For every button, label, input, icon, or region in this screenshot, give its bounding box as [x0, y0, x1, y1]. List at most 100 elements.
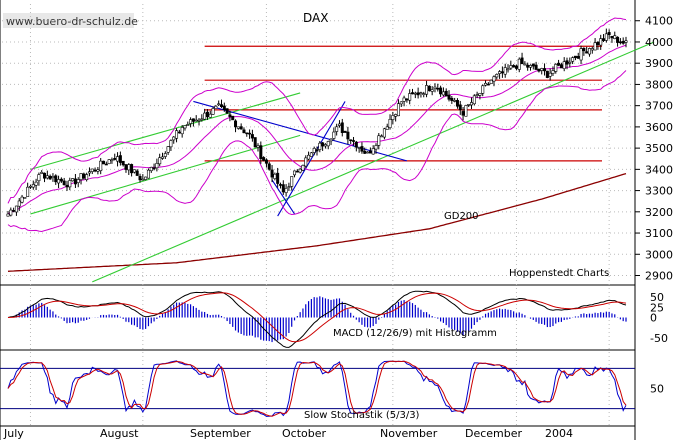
- candle-body: [138, 176, 142, 181]
- candle-body: [385, 126, 389, 130]
- candle-body: [579, 48, 583, 61]
- candle-body: [304, 157, 308, 167]
- candle-body: [489, 79, 493, 85]
- x-tick-label: December: [465, 427, 523, 440]
- candle-body: [455, 100, 459, 107]
- candle-body: [315, 149, 319, 152]
- y-tick-label: 3800: [645, 78, 673, 91]
- candle-body: [203, 112, 207, 120]
- candle-body: [20, 196, 24, 203]
- candle-body: [326, 141, 330, 147]
- candle-body: [433, 86, 437, 89]
- candle-body: [175, 130, 179, 139]
- candle-body: [557, 62, 561, 66]
- x-tick-label: October: [282, 427, 326, 440]
- candle-body: [408, 93, 412, 101]
- candle-body: [349, 139, 353, 142]
- candle-body: [124, 164, 128, 170]
- candle-body: [214, 105, 218, 109]
- candle-body: [475, 94, 479, 96]
- candle-body: [537, 68, 541, 72]
- y-tick-label: 4000: [645, 36, 673, 49]
- candle-body: [394, 114, 398, 117]
- candle-body: [450, 97, 454, 101]
- candle-body: [425, 85, 429, 95]
- candle-body: [222, 105, 226, 111]
- candle-body: [276, 172, 280, 184]
- candle-body: [587, 48, 591, 55]
- candle-body: [110, 159, 114, 162]
- candle-body: [17, 200, 21, 207]
- candle-body: [371, 148, 375, 155]
- candle-body: [329, 138, 333, 142]
- candle-body: [113, 158, 117, 160]
- candle-body: [405, 98, 409, 101]
- trend-lines: [30, 41, 655, 283]
- candle-body: [545, 70, 549, 78]
- stochastic-label: Slow Stochastik (5/3/3): [304, 410, 420, 421]
- candle-body: [332, 131, 336, 139]
- candle-body: [290, 176, 294, 187]
- stochastic-k-line: [7, 360, 627, 417]
- candle-body: [396, 103, 400, 117]
- candle-body: [90, 168, 94, 172]
- x-tick-label: August: [100, 427, 139, 440]
- candle-body: [596, 41, 600, 45]
- candle-body: [135, 170, 139, 176]
- candle-body: [352, 140, 356, 142]
- stochastic-panel: 50: [0, 360, 664, 417]
- candle-body: [284, 188, 288, 193]
- candle-body: [368, 150, 372, 154]
- candle-body: [602, 38, 606, 41]
- candle-body: [309, 152, 313, 157]
- candle-body: [559, 64, 563, 69]
- candle-body: [340, 122, 344, 133]
- candle-body: [593, 42, 597, 51]
- candle-body: [59, 178, 63, 182]
- candle-body: [599, 38, 603, 46]
- candle-body: [6, 213, 10, 217]
- candle-body: [607, 32, 611, 36]
- candle-body: [250, 134, 254, 139]
- candle-body: [194, 119, 198, 122]
- candle-body: [500, 71, 504, 74]
- candle-body: [236, 126, 240, 129]
- candle-body: [621, 41, 625, 44]
- trend-line: [30, 92, 301, 170]
- candle-body: [45, 175, 49, 179]
- candle-body: [382, 128, 386, 138]
- candle-body: [444, 90, 448, 97]
- candle-body: [40, 171, 44, 174]
- candle-body: [472, 95, 476, 105]
- candle-body: [270, 169, 274, 178]
- candle-body: [217, 103, 221, 106]
- candle-body: [82, 173, 86, 179]
- candle-body: [613, 35, 617, 40]
- candle-body: [514, 65, 518, 69]
- candle-body: [506, 68, 510, 71]
- candle-body: [337, 123, 341, 126]
- candle-body: [509, 65, 513, 69]
- candle-body: [461, 111, 465, 116]
- candle-body: [219, 104, 223, 107]
- x-tick-label: July: [3, 427, 24, 440]
- candle-body: [531, 63, 535, 67]
- candle-body: [14, 205, 18, 213]
- candle-body: [512, 65, 516, 68]
- candle-body: [96, 169, 100, 172]
- y-tick-label: 3700: [645, 100, 673, 113]
- candle-body: [523, 63, 527, 66]
- candle-body: [411, 92, 415, 95]
- candle-body: [118, 155, 122, 163]
- candle-body: [186, 124, 190, 126]
- candle-body: [121, 160, 125, 166]
- candle-body: [458, 104, 462, 111]
- candle-body: [155, 163, 159, 169]
- candle-body: [158, 157, 162, 165]
- candle-body: [191, 118, 195, 122]
- candle-body: [141, 178, 145, 181]
- macd-line: [7, 290, 627, 348]
- y-tick-label: 3100: [645, 227, 673, 240]
- candle-body: [248, 132, 252, 135]
